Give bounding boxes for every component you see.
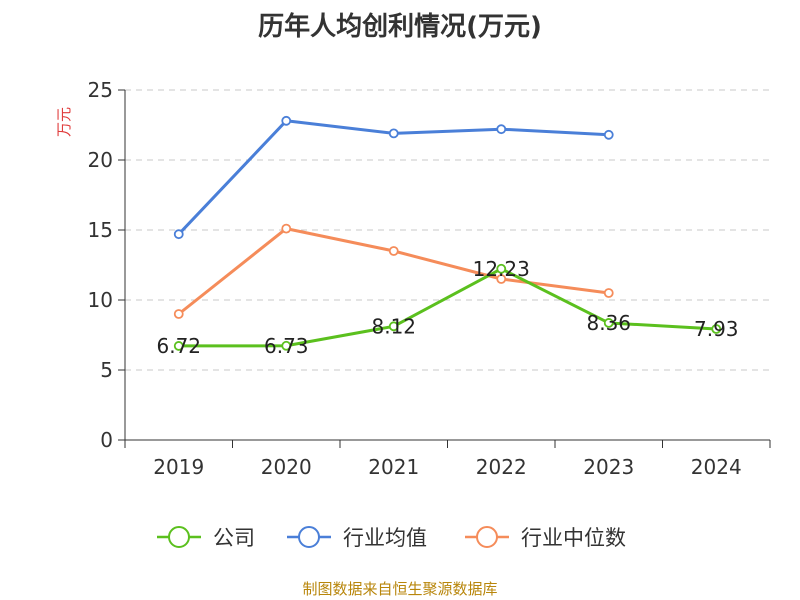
x-tick-label: 2019 <box>153 455 204 479</box>
data-point <box>281 340 292 351</box>
data-label: 6.72 <box>156 334 201 358</box>
series-line-0 <box>178 267 717 348</box>
y-tick-label: 20 <box>88 148 113 172</box>
data-point <box>496 263 507 274</box>
legend-marker <box>168 526 190 548</box>
y-tick-label: 15 <box>88 218 113 242</box>
legend-label: 公司 <box>213 526 255 550</box>
data-point <box>603 318 614 328</box>
legend-label: 行业均值 <box>343 526 427 550</box>
source-note: 制图数据来自恒生聚源数据库 <box>302 580 498 598</box>
data-point <box>711 324 722 334</box>
data-point <box>603 288 614 298</box>
data-point <box>388 246 399 256</box>
data-point <box>388 321 399 332</box>
y-tick-label: 0 <box>100 428 113 452</box>
data-point <box>173 309 184 319</box>
data-label: 6.73 <box>264 334 309 358</box>
data-point <box>281 223 292 234</box>
data-label: 8.12 <box>371 314 416 338</box>
y-tick-label: 25 <box>88 78 113 102</box>
legend-label: 行业中位数 <box>521 526 626 550</box>
x-tick-label: 2020 <box>261 455 312 479</box>
data-label: 8.36 <box>586 311 631 335</box>
series-line-2 <box>177 227 609 316</box>
chart-title: 历年人均创利情况(万元) <box>258 12 542 42</box>
data-point <box>173 229 184 240</box>
data-label: 12.23 <box>473 257 530 281</box>
y-axis-label: 万元 <box>55 107 73 137</box>
x-tick-label: 2024 <box>691 455 742 479</box>
data-point <box>496 274 507 284</box>
data-point <box>173 341 184 351</box>
y-tick-label: 5 <box>100 358 113 382</box>
legend-marker <box>476 526 498 548</box>
data-label: 7.93 <box>694 317 739 341</box>
x-tick-label: 2023 <box>583 455 634 479</box>
data-point <box>496 124 507 135</box>
data-point <box>281 115 292 126</box>
y-tick-label: 10 <box>88 288 113 312</box>
data-point <box>388 128 399 139</box>
x-tick-label: 2021 <box>368 455 419 479</box>
data-point <box>603 129 614 140</box>
legend-marker <box>298 526 320 548</box>
x-tick-label: 2022 <box>476 455 527 479</box>
